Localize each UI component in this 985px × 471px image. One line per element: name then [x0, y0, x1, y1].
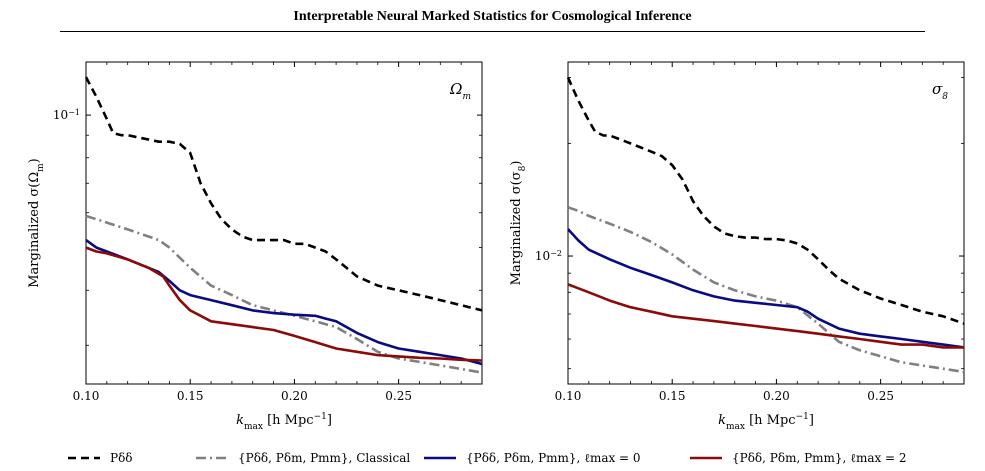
legend-label: {Pδδ, Pδm, Pmm}, ℓmax = 0	[466, 450, 641, 465]
panel-label: σ8	[932, 80, 948, 102]
x-axis-label: kmax [h Mpc−1]	[718, 412, 814, 432]
legend-swatch-blue	[424, 456, 456, 460]
legend-swatch-dashdot	[196, 456, 228, 460]
x-tick-label: 0.20	[281, 389, 308, 403]
plot-frame	[85, 61, 483, 385]
chart-sigma8: 0.10 0.15 0.20 0.25 10−2 σ8 kmax [h Mpc−1] Marg…	[509, 61, 965, 432]
series-line-0	[566, 76, 965, 325]
header-rule	[60, 31, 925, 32]
chart-legend: Pδδ {Pδδ, Pδm, Pmm}, Classical {Pδδ, Pδm…	[0, 448, 985, 468]
x-tick-label: 0.20	[763, 389, 790, 403]
paper-title: Interpretable Neural Marked Statistics f…	[293, 9, 692, 24]
series-line-2	[567, 228, 965, 349]
x-tick-label: 0.15	[177, 389, 204, 403]
y-axis-label: Marginalized σ(Ωm)	[27, 158, 46, 288]
x-tick-label: 0.15	[659, 389, 686, 403]
legend-item-classical: {Pδδ, Pδm, Pmm}, Classical	[196, 448, 410, 468]
series-line-1	[567, 206, 965, 374]
page-header: Interpretable Neural Marked Statistics f…	[0, 0, 985, 36]
series-line-3	[85, 246, 483, 362]
panel-label: Ωm	[449, 80, 471, 102]
y-axis-label: Marginalized σ(σ8)	[509, 161, 528, 286]
x-tick-label: 0.10	[73, 389, 100, 403]
x-axis-label: kmax [h Mpc−1]	[236, 412, 332, 432]
legend-item-lmax2: {Pδδ, Pδm, Pmm}, ℓmax = 2	[690, 448, 907, 468]
x-tick-label: 0.10	[555, 389, 582, 403]
legend-label: {Pδδ, Pδm, Pmm}, Classical	[238, 451, 411, 465]
series-line-0	[84, 76, 483, 312]
series-line-3	[567, 283, 964, 349]
series-line-1	[85, 214, 483, 374]
x-tick-label: 0.25	[385, 389, 412, 403]
series-line-2	[85, 239, 483, 366]
legend-item-p-dd: Pδδ	[68, 448, 133, 468]
legend-swatch-red	[690, 456, 722, 460]
chart-omega-m: 0.10 0.15 0.20 0.25 10−1 Ωm kmax [h Mpc−1] Marg…	[27, 61, 483, 432]
y-tick-label: 10−2	[535, 249, 562, 264]
legend-label: Pδδ	[110, 451, 133, 465]
plot-frame	[567, 61, 965, 385]
legend-item-lmax0: {Pδδ, Pδm, Pmm}, ℓmax = 0	[424, 448, 641, 468]
legend-swatch-dashed	[68, 456, 100, 460]
x-tick-label: 0.25	[867, 389, 894, 403]
y-tick-label: 10−1	[53, 108, 80, 123]
legend-label: {Pδδ, Pδm, Pmm}, ℓmax = 2	[732, 450, 907, 465]
